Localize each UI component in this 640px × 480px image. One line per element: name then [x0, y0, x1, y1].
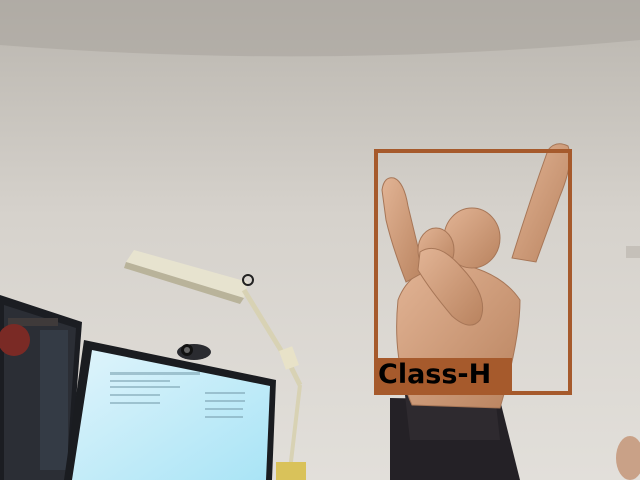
detection-label: Class-H — [378, 359, 492, 390]
detection-box — [374, 149, 572, 395]
partial-face — [616, 246, 640, 480]
main-monitor — [64, 340, 276, 480]
detection-label-background — [374, 358, 512, 392]
desk-lamp — [124, 250, 306, 480]
left-monitor — [0, 295, 82, 480]
